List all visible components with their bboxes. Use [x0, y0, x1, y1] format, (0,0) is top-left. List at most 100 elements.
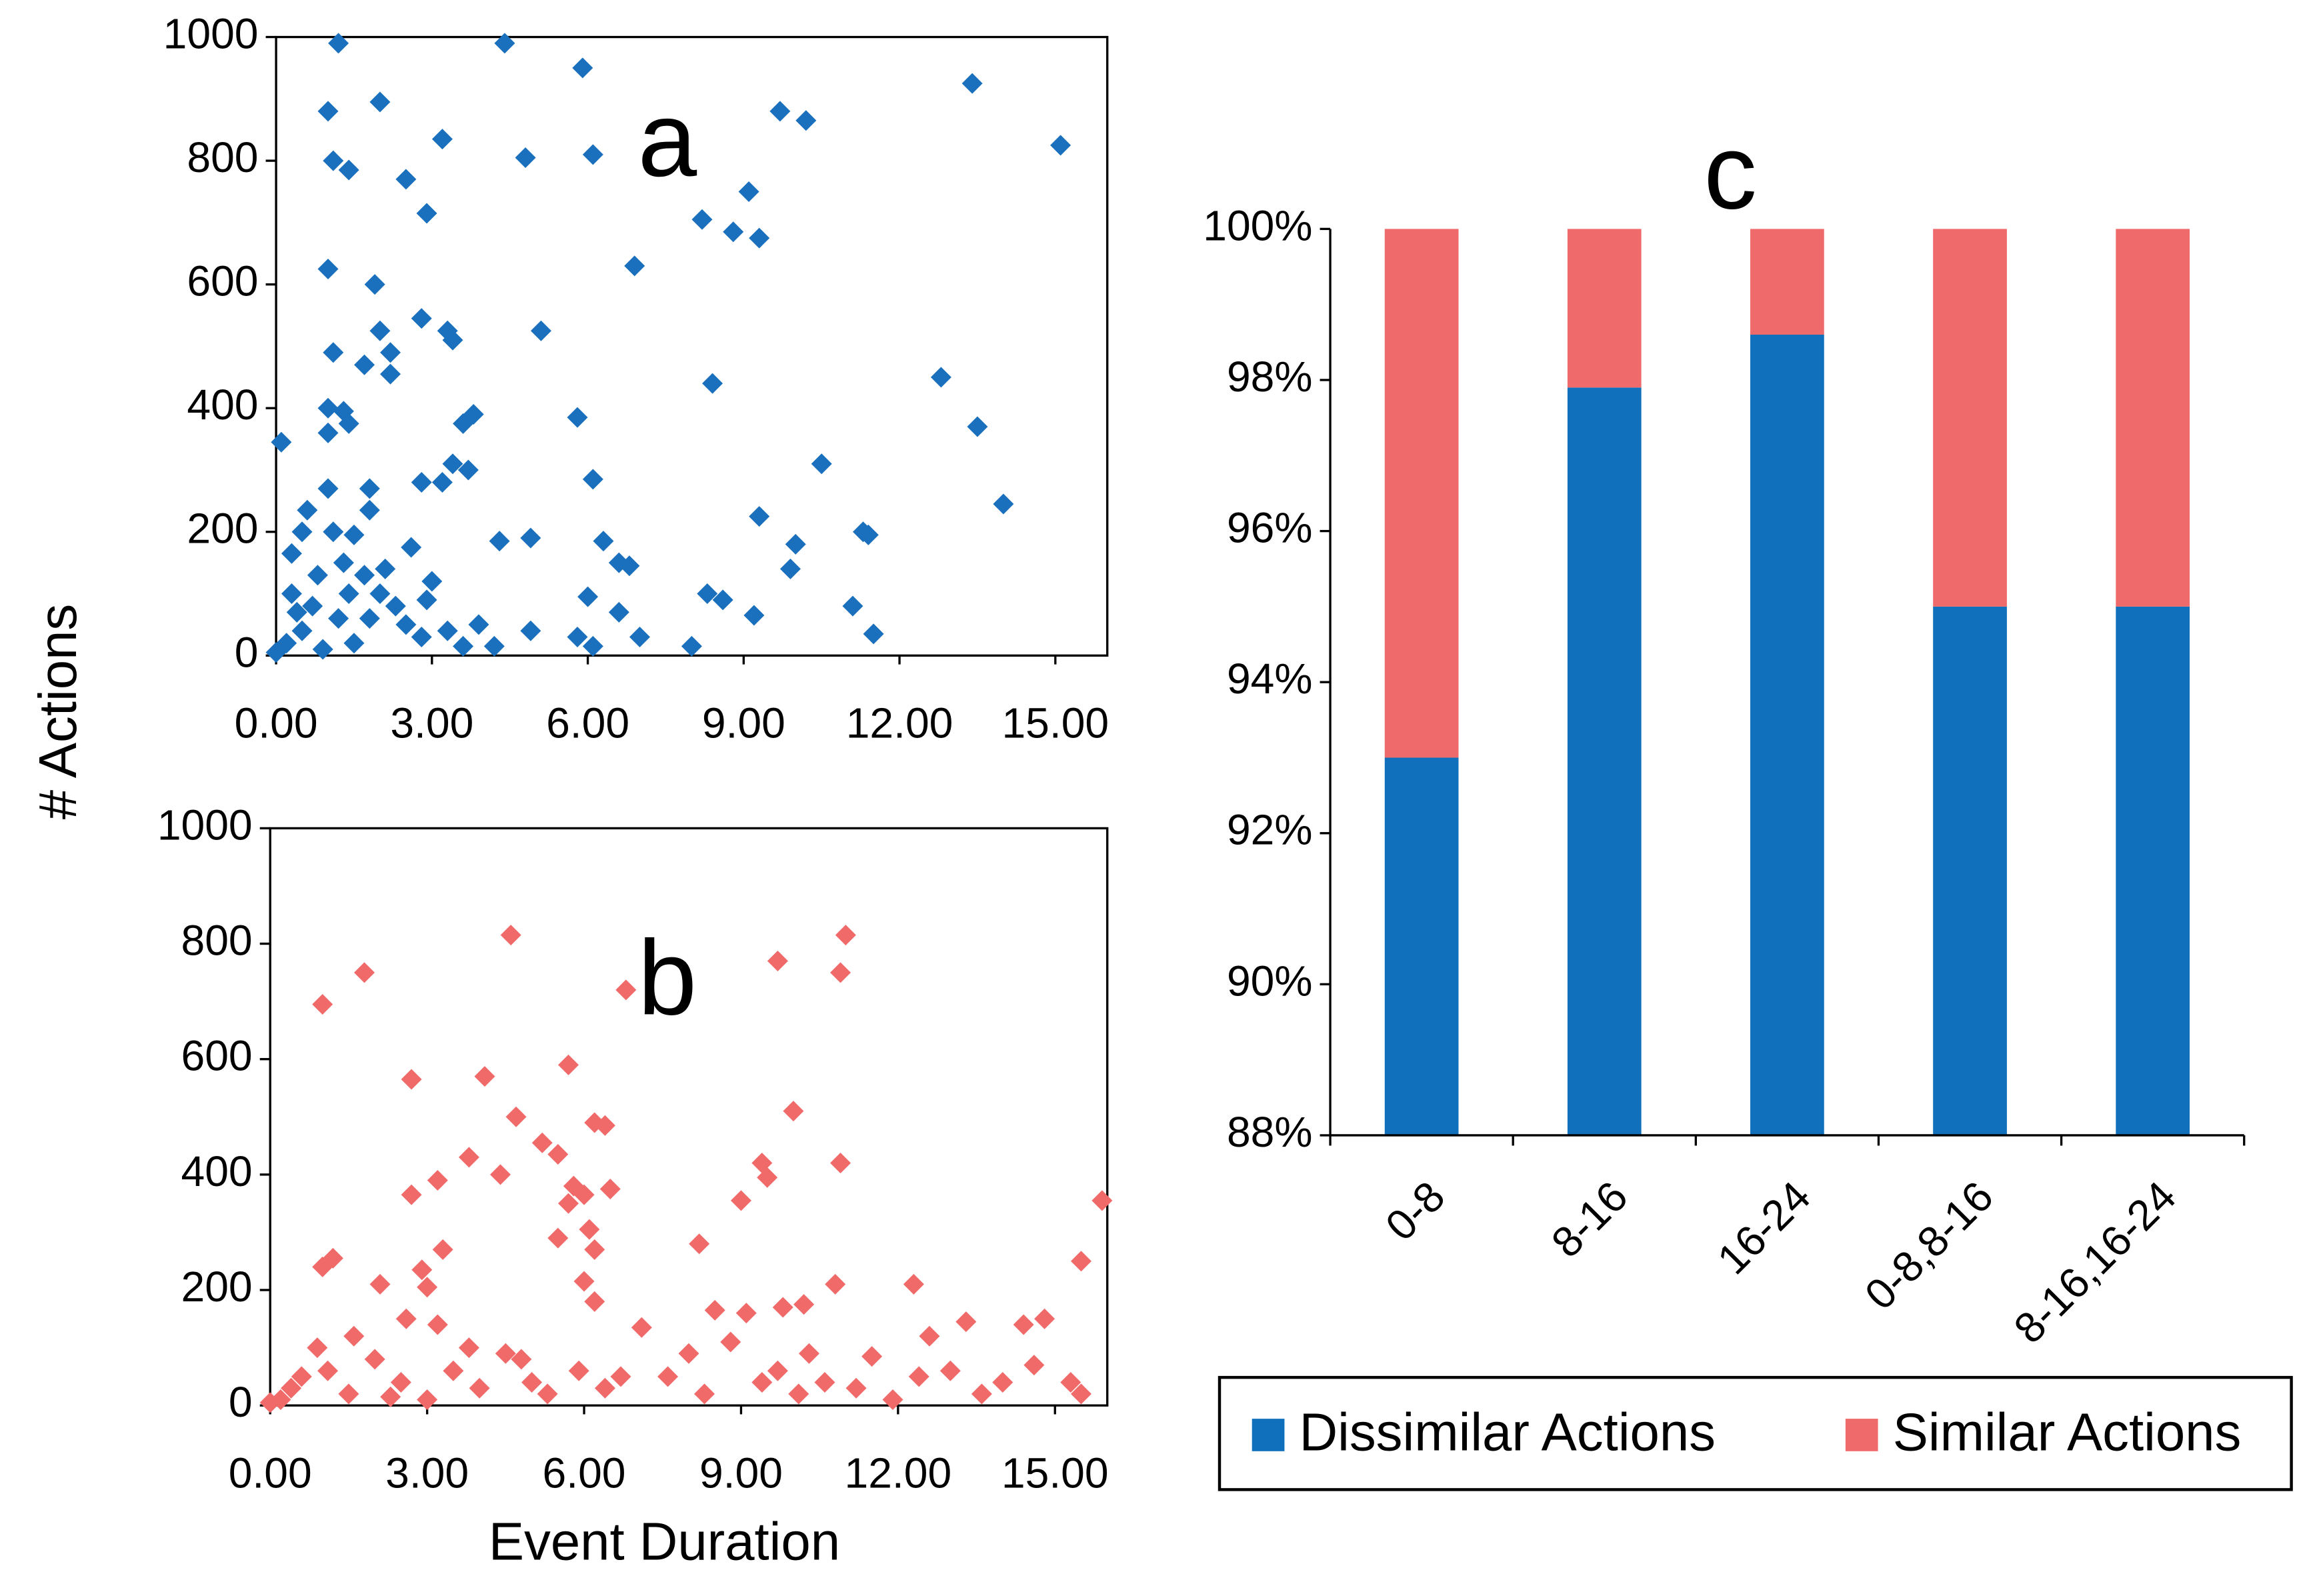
bar-segment	[1384, 229, 1459, 758]
x-tick-label: 15.00	[1001, 699, 1109, 747]
point	[738, 181, 759, 202]
point	[825, 1273, 846, 1295]
point	[521, 1372, 543, 1393]
y-tick-label: 98%	[1227, 353, 1313, 401]
point	[469, 1377, 490, 1399]
point	[608, 601, 629, 623]
point	[364, 274, 385, 295]
point	[593, 531, 614, 552]
point	[453, 413, 474, 434]
bar-segment	[1750, 335, 1824, 1135]
point	[395, 614, 417, 635]
point	[557, 1193, 579, 1214]
panel-label: b	[638, 918, 697, 1037]
point	[798, 1343, 819, 1364]
y-tick-label: 94%	[1227, 655, 1313, 703]
point	[385, 595, 406, 617]
x-tick-label: 6.00	[546, 699, 629, 747]
point	[568, 1360, 589, 1381]
point	[788, 1383, 809, 1405]
y-tick-label: 0	[229, 1378, 253, 1426]
point	[863, 623, 884, 645]
point	[830, 1153, 851, 1174]
point	[547, 1144, 569, 1165]
point	[594, 1377, 615, 1399]
point	[1070, 1251, 1091, 1272]
point	[720, 1331, 741, 1353]
bar-segment	[1750, 229, 1824, 335]
point	[530, 320, 551, 341]
point	[1070, 1383, 1091, 1405]
point	[364, 1349, 385, 1370]
point	[531, 1132, 553, 1153]
point	[573, 1271, 595, 1292]
point	[573, 1184, 595, 1205]
bar-segment	[2116, 229, 2190, 607]
point	[930, 367, 951, 388]
point	[830, 962, 851, 983]
point	[354, 565, 375, 586]
y-axis-label: # Actions	[28, 604, 87, 819]
point	[903, 1273, 924, 1295]
point	[338, 583, 359, 605]
point	[442, 329, 463, 351]
point	[779, 558, 801, 579]
point	[494, 33, 515, 54]
point	[629, 626, 650, 647]
point	[343, 1325, 365, 1347]
y-tick-label: 1000	[157, 801, 253, 849]
point	[271, 431, 292, 453]
point	[317, 478, 339, 499]
point	[317, 101, 339, 122]
point	[624, 255, 645, 277]
point	[500, 925, 521, 946]
point	[312, 639, 333, 660]
point	[619, 555, 640, 577]
point	[599, 1179, 621, 1200]
y-tick-label: 88%	[1227, 1108, 1313, 1156]
point	[579, 1219, 600, 1240]
y-tick-label: 90%	[1227, 957, 1313, 1005]
point	[689, 1233, 710, 1255]
point	[317, 1360, 339, 1381]
point	[814, 1372, 835, 1393]
point	[369, 320, 391, 341]
x-tick-label: 12.00	[846, 699, 953, 747]
point	[793, 1294, 815, 1315]
point	[416, 203, 437, 224]
point	[615, 979, 637, 1001]
point	[811, 453, 832, 475]
point	[567, 626, 588, 647]
point	[359, 499, 380, 521]
bar-segment	[1567, 229, 1642, 388]
point	[297, 499, 318, 521]
point	[401, 537, 422, 558]
x-tick-label: 8-16	[1542, 1172, 1637, 1267]
point	[835, 925, 856, 946]
point	[694, 1383, 715, 1405]
point	[861, 1346, 883, 1367]
x-tick-label: 12.00	[845, 1449, 952, 1497]
point	[291, 620, 313, 641]
x-tick-label: 6.00	[543, 1449, 626, 1497]
x-tick-label: 0-8	[1376, 1172, 1454, 1250]
point	[712, 589, 733, 611]
point	[857, 524, 879, 545]
point	[594, 1115, 615, 1136]
point	[1013, 1314, 1034, 1335]
y-tick-label: 400	[181, 1147, 253, 1195]
point	[411, 1259, 433, 1281]
point	[631, 1317, 652, 1338]
point	[610, 1366, 631, 1387]
point	[359, 608, 380, 629]
point	[1091, 1190, 1113, 1211]
point	[431, 472, 453, 493]
point	[343, 524, 365, 545]
point	[723, 221, 744, 243]
point	[401, 1069, 422, 1090]
y-tick-label: 0	[235, 628, 259, 676]
point	[443, 1360, 464, 1381]
point	[584, 1291, 605, 1312]
